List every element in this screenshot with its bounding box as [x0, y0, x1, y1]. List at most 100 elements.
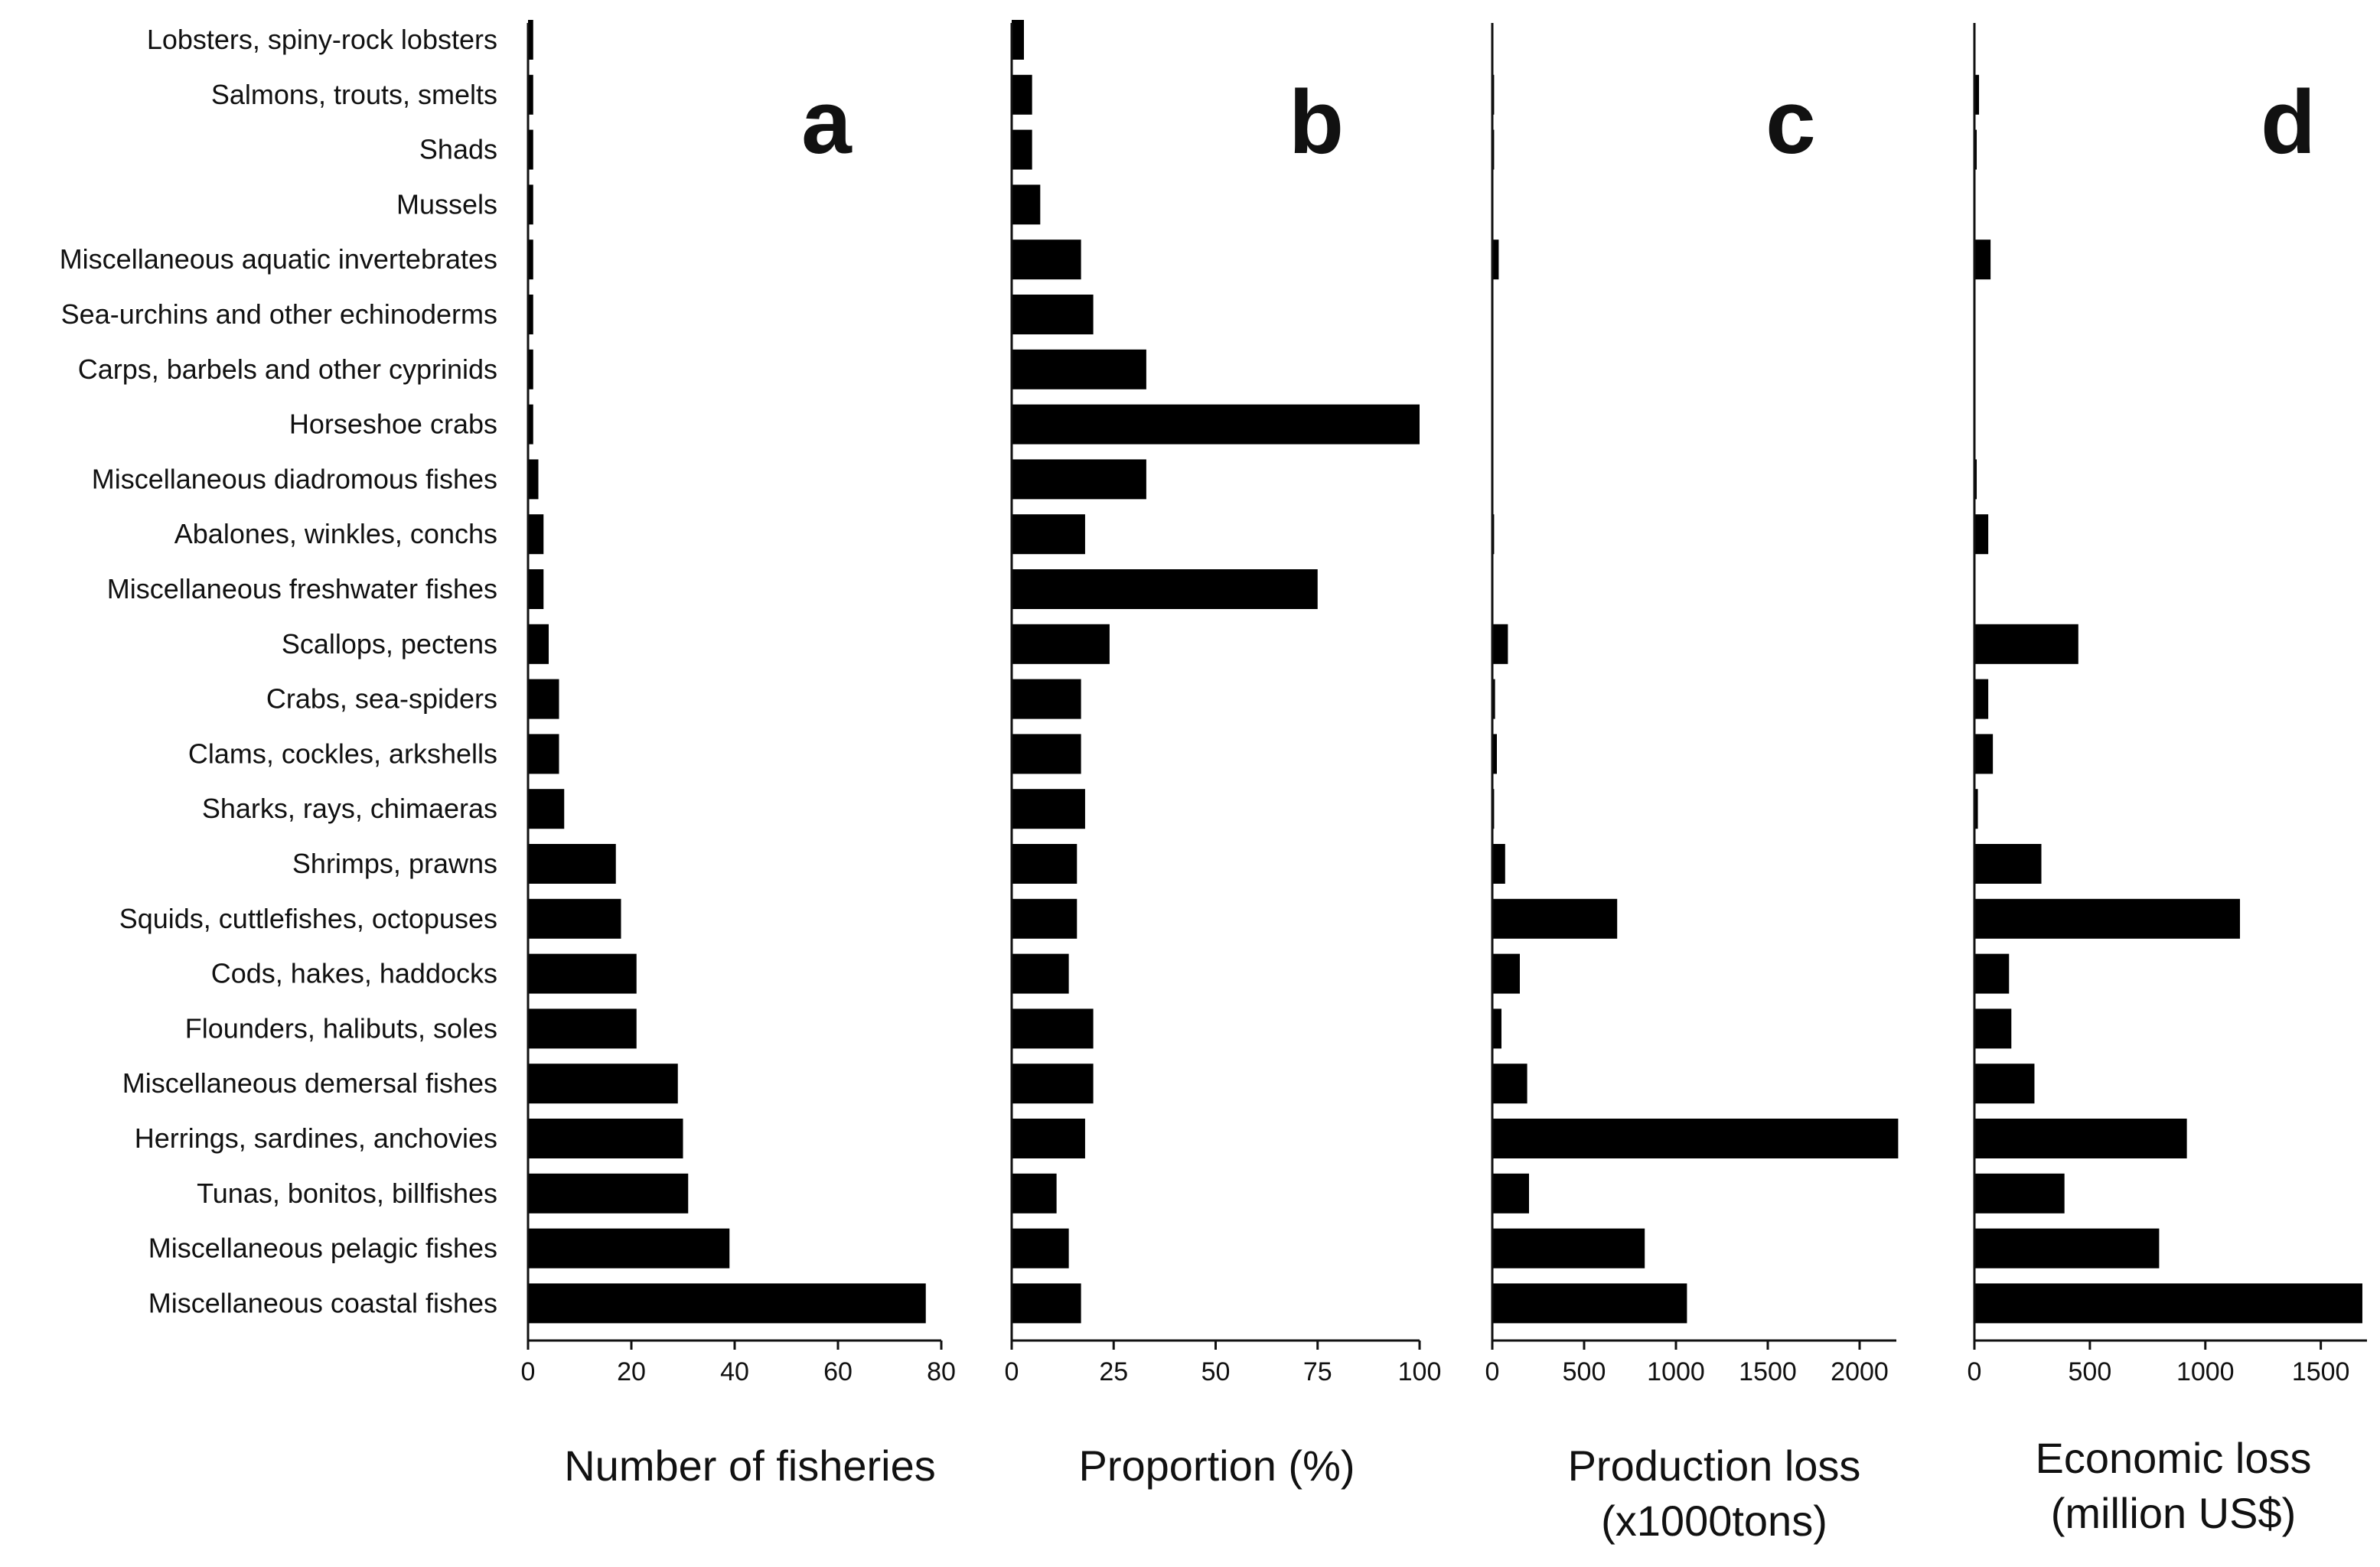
bar-c-miscellaneous-pelagic-fishes — [1492, 1228, 1645, 1269]
category-label-tunas-bonitos-billfishes: Tunas, bonitos, billfishes — [197, 1178, 497, 1209]
x-tick-label-a-20: 20 — [617, 1357, 646, 1386]
x-tick-label-d-0: 0 — [1968, 1357, 1982, 1386]
category-label-mussels: Mussels — [396, 188, 497, 220]
x-axis-title-c: Production loss — [1568, 1442, 1861, 1490]
x-tick-label-d-1500: 1500 — [2292, 1357, 2350, 1386]
x-tick-label-c-1500: 1500 — [1739, 1357, 1797, 1386]
bar-c-crabs-sea-spiders — [1492, 679, 1495, 719]
category-label-shrimps-prawns: Shrimps, prawns — [292, 848, 497, 879]
bar-b-shads — [1012, 129, 1032, 170]
bar-a-salmons-trouts-smelts — [528, 74, 533, 115]
category-label-crabs-sea-spiders: Crabs, sea-spiders — [266, 683, 497, 715]
bar-d-tunas-bonitos-billfishes — [1974, 1173, 2065, 1214]
x-tick-label-c-1000: 1000 — [1647, 1357, 1705, 1386]
bar-b-lobsters-spiny-rock-lobsters — [1012, 20, 1024, 60]
category-label-squids-cuttlefishes-octopuses: Squids, cuttlefishes, octopuses — [119, 903, 497, 934]
bar-b-salmons-trouts-smelts — [1012, 74, 1032, 115]
category-label-shads: Shads — [419, 134, 497, 165]
category-label-horseshoe-crabs: Horseshoe crabs — [289, 409, 497, 440]
bar-b-miscellaneous-pelagic-fishes — [1012, 1228, 1069, 1269]
bar-d-flounders-halibuts-soles — [1974, 1008, 2012, 1049]
bar-a-horseshoe-crabs — [528, 404, 533, 445]
bar-b-miscellaneous-aquatic-invertebrates — [1012, 239, 1081, 280]
bar-b-cods-hakes-haddocks — [1012, 953, 1069, 994]
category-label-sharks-rays-chimaeras: Sharks, rays, chimaeras — [202, 793, 497, 824]
x-tick-label-b-75: 75 — [1303, 1357, 1332, 1386]
bar-c-shrimps-prawns — [1492, 844, 1505, 884]
x-axis-title-a: Number of fisheries — [564, 1442, 936, 1490]
category-label-miscellaneous-pelagic-fishes: Miscellaneous pelagic fishes — [148, 1233, 497, 1264]
bar-a-miscellaneous-demersal-fishes — [528, 1064, 678, 1104]
bar-a-lobsters-spiny-rock-lobsters — [528, 20, 533, 60]
x-tick-label-a-0: 0 — [521, 1357, 536, 1386]
bar-d-abalones-winkles-conchs — [1974, 514, 1989, 555]
bar-a-miscellaneous-pelagic-fishes — [528, 1228, 730, 1269]
category-label-miscellaneous-demersal-fishes: Miscellaneous demersal fishes — [122, 1067, 497, 1099]
x-tick-label-b-0: 0 — [1005, 1357, 1019, 1386]
category-label-carps-barbels-and-other-cyprinids: Carps, barbels and other cyprinids — [78, 353, 497, 385]
x-tick-label-b-25: 25 — [1099, 1357, 1128, 1386]
bar-a-herrings-sardines-anchovies — [528, 1119, 683, 1158]
bar-b-squids-cuttlefishes-octopuses — [1012, 898, 1078, 939]
panel-letter-c: c — [1765, 72, 1816, 173]
bar-a-carps-barbels-and-other-cyprinids — [528, 349, 533, 389]
category-label-flounders-halibuts-soles: Flounders, halibuts, soles — [185, 1012, 497, 1044]
bar-d-miscellaneous-aquatic-invertebrates — [1974, 239, 1991, 280]
bar-d-crabs-sea-spiders — [1974, 679, 1989, 719]
x-axis-title-c-line-2: (x1000tons) — [1601, 1497, 1827, 1545]
bar-b-herrings-sardines-anchovies — [1012, 1119, 1085, 1158]
category-label-sea-urchins-and-other-echinoderms: Sea-urchins and other echinoderms — [61, 298, 497, 330]
bar-d-salmons-trouts-smelts — [1974, 74, 1980, 115]
bar-d-miscellaneous-coastal-fishes — [1974, 1283, 2362, 1324]
bar-c-flounders-halibuts-soles — [1492, 1008, 1501, 1049]
bar-a-mussels — [528, 184, 533, 225]
bar-c-miscellaneous-coastal-fishes — [1492, 1283, 1687, 1324]
bar-c-clams-cockles-arkshells — [1492, 734, 1497, 774]
bar-b-tunas-bonitos-billfishes — [1012, 1173, 1057, 1214]
bar-a-cods-hakes-haddocks — [528, 953, 637, 994]
bar-b-clams-cockles-arkshells — [1012, 734, 1081, 774]
panel-letter-b: b — [1289, 72, 1344, 173]
bar-a-tunas-bonitos-billfishes — [528, 1173, 689, 1214]
category-label-abalones-winkles-conchs: Abalones, winkles, conchs — [174, 518, 497, 549]
bar-c-herrings-sardines-anchovies — [1492, 1119, 1899, 1158]
x-tick-label-a-60: 60 — [823, 1357, 853, 1386]
x-tick-label-d-500: 500 — [2069, 1357, 2112, 1386]
bar-c-miscellaneous-aquatic-invertebrates — [1492, 239, 1499, 280]
category-label-cods-hakes-haddocks: Cods, hakes, haddocks — [211, 958, 497, 989]
bar-d-scallops-pectens — [1974, 624, 2078, 664]
bar-a-abalones-winkles-conchs — [528, 514, 544, 555]
category-label-miscellaneous-diadromous-fishes: Miscellaneous diadromous fishes — [92, 463, 497, 494]
bar-b-abalones-winkles-conchs — [1012, 514, 1085, 555]
bar-c-cods-hakes-haddocks — [1492, 953, 1520, 994]
bar-a-miscellaneous-aquatic-invertebrates — [528, 239, 533, 280]
bar-b-flounders-halibuts-soles — [1012, 1008, 1094, 1049]
x-axis-title-d: Economic loss — [2035, 1434, 2311, 1482]
panels: 0 20 40 60 80 a Number of fisheries 0 25 50 75 100 b… — [521, 20, 2367, 1545]
bar-c-miscellaneous-demersal-fishes — [1492, 1064, 1527, 1104]
category-label-miscellaneous-coastal-fishes: Miscellaneous coastal fishes — [148, 1287, 497, 1318]
category-label-scallops-pectens: Scallops, pectens — [282, 628, 497, 660]
bar-a-crabs-sea-spiders — [528, 679, 559, 719]
bar-b-mussels — [1012, 184, 1041, 225]
bar-d-miscellaneous-pelagic-fishes — [1974, 1228, 2160, 1269]
bar-d-sharks-rays-chimaeras — [1974, 789, 1978, 829]
bar-d-squids-cuttlefishes-octopuses — [1974, 898, 2241, 939]
panel-letter-d: d — [2261, 72, 2316, 173]
bar-a-shads — [528, 129, 533, 170]
x-tick-label-c-0: 0 — [1485, 1357, 1500, 1386]
bar-b-miscellaneous-diadromous-fishes — [1012, 459, 1146, 500]
x-axis-title-d-line-2: (million US$) — [2051, 1489, 2297, 1537]
bar-c-tunas-bonitos-billfishes — [1492, 1173, 1529, 1214]
bar-b-carps-barbels-and-other-cyprinids — [1012, 349, 1146, 389]
bar-c-scallops-pectens — [1492, 624, 1508, 664]
x-tick-label-a-40: 40 — [720, 1357, 749, 1386]
x-tick-label-d-1000: 1000 — [2176, 1357, 2235, 1386]
category-label-miscellaneous-aquatic-invertebrates: Miscellaneous aquatic invertebrates — [60, 243, 497, 275]
x-tick-label-b-100: 100 — [1398, 1357, 1442, 1386]
panel-b: 0 25 50 75 100 b Proportion (%) — [1005, 20, 1442, 1490]
x-axis-title-b: Proportion (%) — [1078, 1442, 1355, 1490]
bar-a-squids-cuttlefishes-octopuses — [528, 898, 621, 939]
